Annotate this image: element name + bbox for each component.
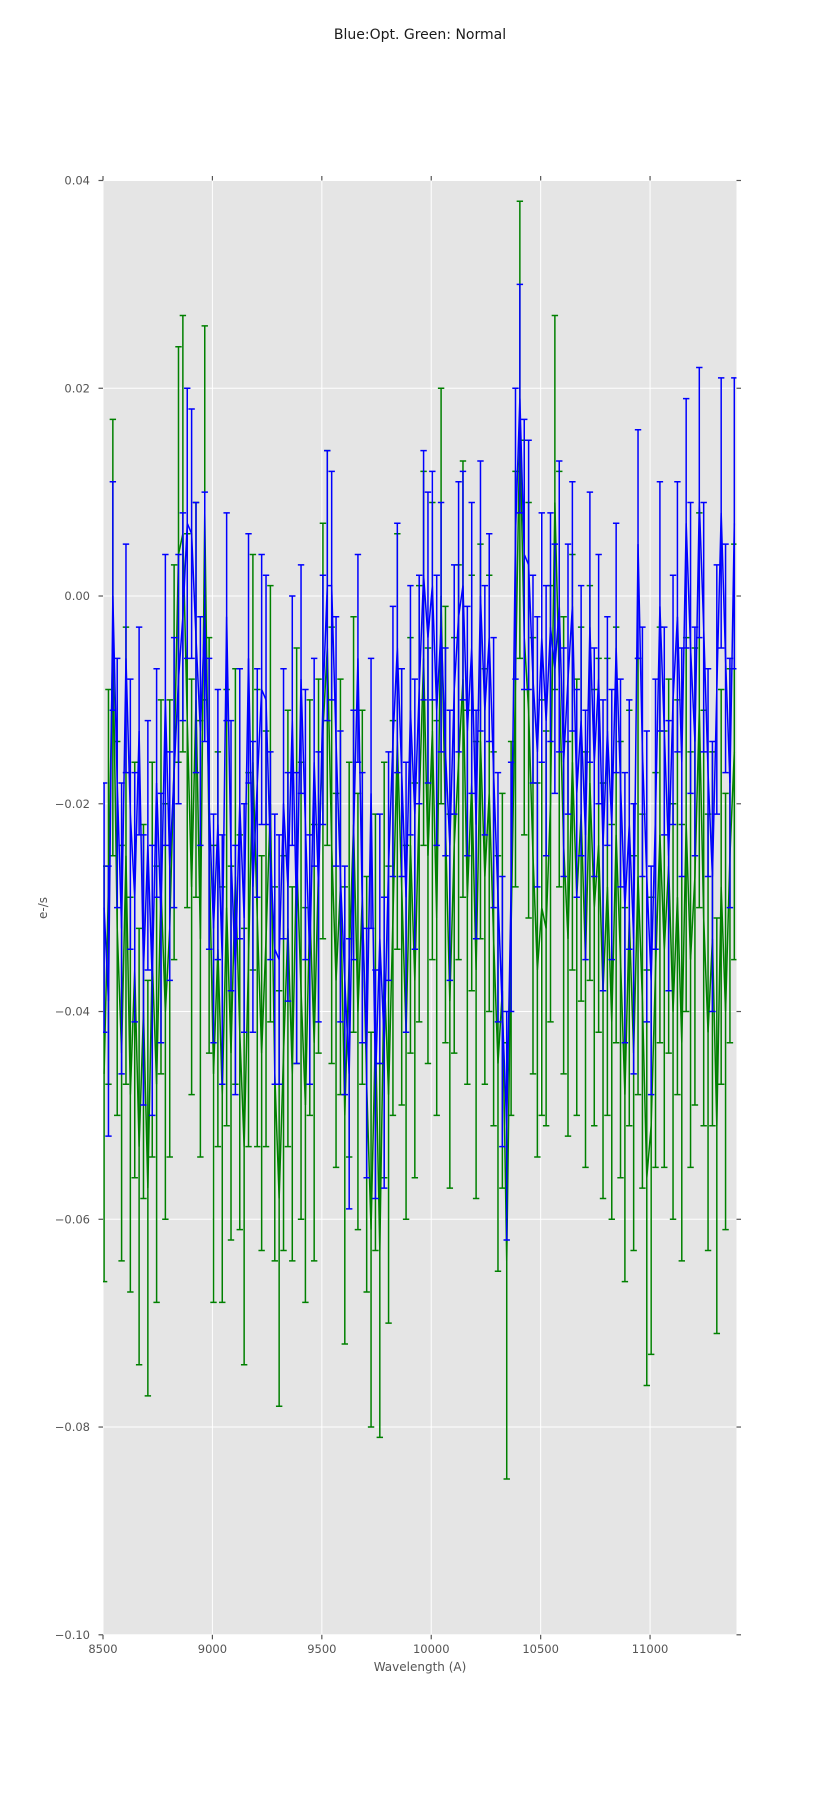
svg-text:0.02: 0.02 [64,381,90,395]
svg-text:−0.04: −0.04 [55,1005,90,1019]
svg-text:8500: 8500 [88,1642,117,1656]
svg-text:−0.02: −0.02 [55,797,90,811]
error-bar-caps [103,283,737,1241]
svg-text:9500: 9500 [307,1642,336,1656]
y-axis-label: e-/s [36,896,50,920]
svg-text:0.04: 0.04 [64,174,90,188]
svg-text:10500: 10500 [522,1642,559,1656]
y-tick-labels: 0.04 0.02 0.00 −0.02 −0.04 −0.06 −0.08 −0.10 [55,174,90,1642]
series-opt [103,283,737,1241]
svg-text:9000: 9000 [198,1642,227,1656]
svg-text:−0.08: −0.08 [55,1420,90,1434]
chart-title: Blue:Opt. Green: Normal [333,27,507,43]
svg-text:−0.10: −0.10 [55,1628,90,1642]
svg-text:11000: 11000 [632,1642,669,1656]
data-line [103,398,736,1126]
x-tick-labels: 8500 9000 9500 10000 10500 11000 [88,1642,668,1656]
axis-ticks [98,176,741,1640]
svg-text:0.00: 0.00 [64,589,90,603]
svg-text:10000: 10000 [413,1642,450,1656]
svg-text:−0.06: −0.06 [55,1212,90,1226]
x-axis-label: Wavelength (A) [373,1660,467,1674]
